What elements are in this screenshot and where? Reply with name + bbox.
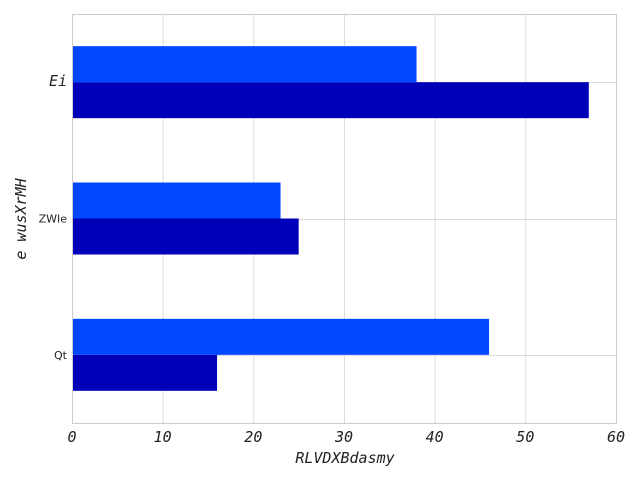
bar-series-2-Ei — [72, 46, 417, 83]
x-tick-label: 60 — [607, 428, 625, 446]
x-tick-label: 0 — [67, 428, 76, 446]
bar-series-1-ZWIe — [72, 218, 299, 255]
x-tick-label: 10 — [154, 428, 172, 446]
y-tick-label: Ei — [49, 72, 67, 90]
bar-series-1-Qt — [72, 354, 218, 391]
x-tick-label: 40 — [426, 428, 444, 446]
y-tick-label: Qt — [54, 349, 68, 362]
x-tick-label: 20 — [244, 428, 262, 446]
plot-frame — [72, 14, 617, 424]
y-tick-labels: Qt ZWIe Ei — [39, 72, 68, 362]
bar-series-1-Ei — [72, 82, 589, 119]
y-axis-label: e wusXrMH — [12, 177, 30, 259]
x-tick-labels: 0 10 20 30 40 50 60 — [67, 428, 625, 446]
bar-series-2-Qt — [72, 318, 490, 355]
x-axis-label: RLVDXBdasmy — [295, 449, 394, 467]
y-tick-label: ZWIe — [39, 213, 68, 226]
bar-series-2-ZWIe — [72, 182, 281, 219]
bars — [72, 46, 589, 391]
x-tick-label: 50 — [516, 428, 534, 446]
x-tick-label: 30 — [334, 428, 353, 446]
